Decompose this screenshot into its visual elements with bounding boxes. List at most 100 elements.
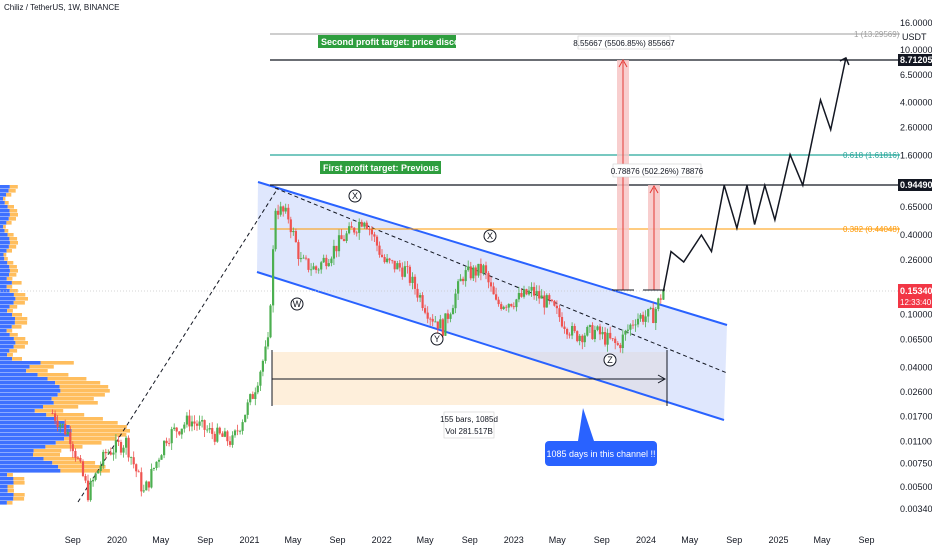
volume-profile-bar <box>9 273 17 277</box>
candle-body <box>256 385 259 393</box>
price-tick: 16.00000 <box>900 18 932 28</box>
candle-body <box>467 266 470 271</box>
candle-body <box>226 431 229 442</box>
time-axis[interactable]: Sep 2020 May Sep 2021 May Sep 2022 May Sep 2023 May… <box>65 535 875 545</box>
wave-label-z: Z <box>603 353 617 367</box>
candle-body <box>609 332 612 339</box>
volume-profile-bar <box>69 425 127 429</box>
price-tick: 0.00750 <box>900 459 932 469</box>
volume-profile-bar <box>0 485 8 489</box>
candle-body <box>398 263 401 268</box>
volume-profile-bar <box>0 481 14 485</box>
candle-body <box>221 433 224 437</box>
price-tick: 2.60000 <box>900 122 932 132</box>
volume-profile-bar <box>0 365 30 369</box>
candle-body <box>636 318 640 325</box>
volume-profile-bar <box>9 237 18 241</box>
candle-body <box>218 427 221 434</box>
target-price-tag: 8.71205 <box>900 55 932 65</box>
candle-body <box>277 210 280 215</box>
volume-profile-bar <box>0 381 56 385</box>
candle-body <box>652 307 655 323</box>
volume-profile-bar <box>6 329 13 333</box>
candle-body <box>604 332 607 345</box>
candle-body <box>606 332 609 345</box>
candle-body <box>155 461 158 468</box>
candle-body <box>140 472 143 492</box>
candle-body <box>231 435 234 445</box>
candle-body <box>127 437 130 458</box>
candle-body <box>540 295 543 299</box>
range-vol-label: Vol 281.517B <box>445 427 493 436</box>
volume-profile-bar <box>40 361 74 365</box>
volume-profile-bar <box>33 449 62 453</box>
price-tick: 0.00340 <box>900 504 932 514</box>
candle-body <box>538 291 541 299</box>
volume-profile-bar <box>3 225 6 229</box>
volume-profile-bar <box>9 265 17 269</box>
volume-profile-bar <box>9 289 18 293</box>
volume-profile-bar <box>7 485 14 489</box>
candle-body <box>596 326 599 330</box>
candle-body <box>505 306 508 308</box>
volume-profile-bar <box>51 397 94 401</box>
candle-body <box>266 337 270 347</box>
candle-body <box>307 258 310 270</box>
candle-body <box>515 299 518 308</box>
volume-profile-bar <box>0 329 7 333</box>
volume-profile-bar <box>13 345 25 349</box>
last-price-tag: 0.15340 <box>900 286 932 296</box>
volume-profile-bar <box>0 401 54 405</box>
volume-profile-bar <box>9 213 18 217</box>
volume-profile-bar <box>55 441 102 445</box>
candle-body <box>342 239 346 241</box>
candle-body <box>581 335 584 343</box>
candlestick-series <box>51 201 665 502</box>
volume-profile-bar <box>0 269 10 273</box>
candle-body <box>451 308 455 315</box>
candle-body <box>611 338 614 340</box>
volume-profile-bar <box>0 189 9 193</box>
volume-profile-bar <box>4 201 9 205</box>
candle-body <box>89 481 92 501</box>
candle-body <box>92 479 95 482</box>
candle-body <box>393 260 396 270</box>
volume-profile-bar <box>0 405 43 409</box>
time-tick: May <box>813 535 831 545</box>
candle-body <box>550 299 553 301</box>
volume-profile-bar <box>0 225 4 229</box>
volume-profile-bar <box>8 245 17 249</box>
candle-body <box>163 440 166 456</box>
price-axis[interactable]: 16.00000 10.00000 6.50000 4.00000 2.60000 1.6… <box>900 18 932 514</box>
candle-body <box>439 319 442 329</box>
volume-profile-bar <box>4 229 9 233</box>
candle-body <box>571 326 574 336</box>
candle-body <box>388 258 391 261</box>
candle-body <box>517 293 520 300</box>
candle-body <box>449 314 452 319</box>
candle-body <box>289 219 292 233</box>
candle-body <box>446 313 449 319</box>
candle-body <box>424 308 427 313</box>
candle-body <box>211 428 214 434</box>
volume-profile-bar <box>29 365 54 369</box>
volume-profile-bar <box>13 497 25 501</box>
time-tick: May <box>284 535 302 545</box>
volume-profile-bar <box>0 213 10 217</box>
candle-body <box>624 330 627 335</box>
candle-body <box>621 334 624 348</box>
price-tick: 1.60000 <box>900 150 932 160</box>
volume-profile-bar <box>13 481 25 485</box>
wave-label-x1: X <box>348 189 362 203</box>
time-tick: May <box>152 535 170 545</box>
volume-profile-bar <box>7 353 13 357</box>
price-tick: 0.65000 <box>900 202 932 212</box>
volume-profile-bar <box>7 205 14 209</box>
price-tick: 10.00000 <box>900 45 932 55</box>
volume-profile-bar <box>0 185 10 189</box>
volume-profile-bar <box>0 321 15 325</box>
candle-body <box>416 288 419 298</box>
candle-body <box>178 431 181 435</box>
candle-body <box>647 309 650 317</box>
